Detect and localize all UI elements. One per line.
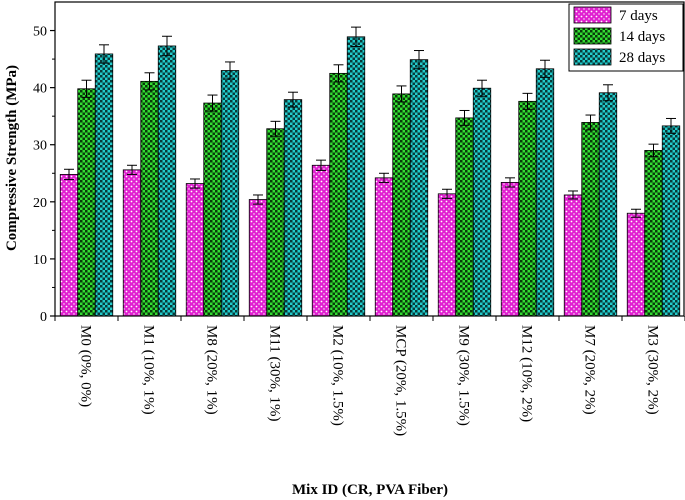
error-bar-28-days-1: [162, 35, 172, 57]
error-bar-7-days-5: [379, 172, 389, 183]
x-category-label: M0 (0%, 0%): [78, 325, 94, 407]
error-bar-28-days-3: [288, 91, 298, 108]
legend-label: 28 days: [619, 50, 665, 66]
x-category-label: M7 (20%, 2%): [582, 325, 598, 415]
bar-28-days-6: [472, 87, 492, 317]
error-bar-7-days-0: [64, 168, 74, 181]
error-bar-7-days-1: [127, 164, 137, 175]
error-bar-14-days-0: [81, 79, 92, 98]
y-axis-title: Compressive Strength (MPa): [4, 65, 20, 251]
bar-28-days-7: [535, 68, 555, 317]
x-category-label: M9 (30%, 1.5%): [456, 325, 472, 426]
error-bar-28-days-7: [540, 59, 550, 78]
legend-item-14-days: 14 days: [573, 27, 665, 45]
y-tick-label-0: 0: [40, 310, 47, 325]
error-bar-7-days-2: [190, 178, 200, 189]
error-bar-14-days-3: [270, 120, 281, 137]
y-axis: 0 10 20 30 40 50: [33, 25, 55, 325]
bar-28-days-1: [157, 45, 177, 317]
bar-28-days-3: [283, 99, 303, 317]
error-bar-14-days-8: [585, 114, 596, 131]
bar-7-days-0: [59, 174, 79, 317]
bar-7-days-3: [248, 199, 268, 317]
legend-item-28-days: 28 days: [573, 48, 665, 66]
bar-7-days-2: [185, 183, 205, 317]
bars-layer: [59, 36, 681, 317]
bar-14-days-5: [392, 93, 411, 317]
x-category-label: M8 (20%, 1%): [204, 325, 220, 415]
legend: 7 days 14 days 28 days: [568, 3, 684, 72]
legend-label: 7 days: [619, 8, 658, 24]
error-bar-14-days-9: [648, 143, 659, 158]
bar-7-days-5: [374, 177, 394, 317]
x-axis-title: Mix ID (CR, PVA Fiber): [292, 482, 448, 498]
legend-item-7-days: 7 days: [573, 6, 658, 24]
error-bar-14-days-1: [144, 72, 155, 91]
error-bar-7-days-8: [568, 190, 578, 200]
x-category-label: M11 (30%, 1%): [267, 325, 283, 422]
bar-14-days-2: [203, 102, 222, 317]
bar-7-days-4: [311, 164, 331, 317]
y-tick-label-20: 20: [33, 196, 47, 211]
x-axis: M0 (0%, 0%) M1 (10%, 1%) M8 (20%, 1%) M11 (…: [54, 316, 685, 436]
error-bar-28-days-0: [99, 44, 109, 64]
y-tick-label-40: 40: [33, 82, 47, 97]
bar-14-days-1: [140, 80, 159, 317]
error-bar-7-days-3: [253, 194, 263, 205]
legend-swatch: [573, 27, 612, 45]
bar-14-days-7: [518, 100, 537, 317]
x-category-label: MCP (20%, 1.5%): [393, 325, 409, 436]
bar-7-days-6: [437, 193, 457, 317]
error-bar-7-days-4: [316, 159, 326, 171]
bar-14-days-8: [581, 122, 600, 317]
error-bar-14-days-2: [207, 94, 218, 112]
error-bar-14-days-7: [522, 92, 533, 110]
error-bar-28-days-4: [351, 26, 361, 48]
x-category-label: M1 (10%, 1%): [141, 325, 157, 415]
bar-14-days-4: [329, 72, 348, 317]
bar-28-days-2: [220, 70, 240, 317]
bar-14-days-6: [455, 117, 474, 317]
bar-14-days-3: [266, 128, 285, 317]
bar-7-days-9: [626, 212, 646, 317]
bar-28-days-8: [598, 92, 618, 317]
error-bar-7-days-6: [442, 188, 452, 199]
bar-14-days-9: [644, 150, 663, 317]
bar-7-days-8: [563, 194, 583, 317]
legend-swatch: [573, 48, 612, 66]
bar-7-days-7: [500, 182, 520, 317]
y-tick-label-50: 50: [33, 25, 47, 40]
error-bar-7-days-7: [505, 177, 515, 188]
y-tick-label-30: 30: [33, 139, 47, 154]
y-tick-label-10: 10: [33, 253, 47, 268]
error-bar-14-days-6: [459, 109, 470, 126]
legend-label: 14 days: [619, 29, 665, 45]
error-bars-layer: [64, 26, 676, 218]
x-category-label: M2 (10%, 1.5%): [330, 325, 346, 426]
bar-28-days-5: [409, 59, 429, 317]
bar-28-days-9: [661, 125, 681, 317]
error-bar-28-days-2: [225, 61, 235, 80]
error-bar-14-days-5: [396, 85, 407, 103]
legend-swatch: [573, 6, 612, 24]
error-bar-28-days-9: [666, 117, 676, 134]
bar-7-days-1: [122, 169, 142, 317]
x-category-label: M12 (10%, 2%): [519, 325, 535, 422]
bar-14-days-0: [77, 88, 96, 317]
error-bar-14-days-4: [333, 64, 344, 83]
bar-28-days-4: [346, 36, 366, 317]
x-category-label: M3 (30%, 2%): [645, 325, 661, 415]
bar-28-days-0: [94, 53, 114, 317]
error-bar-28-days-5: [414, 50, 424, 70]
error-bar-7-days-9: [631, 208, 641, 218]
error-bar-28-days-8: [603, 84, 613, 102]
error-bar-28-days-6: [477, 79, 487, 97]
